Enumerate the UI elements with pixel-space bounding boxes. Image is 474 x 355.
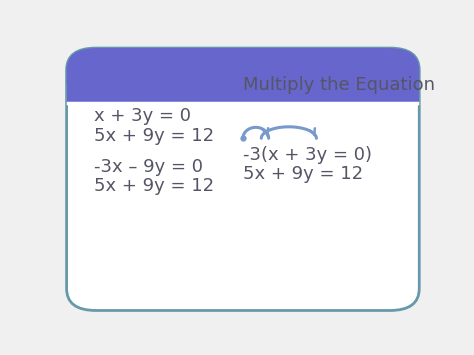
Text: 5x + 9y = 12: 5x + 9y = 12 [243,165,363,183]
Text: Multiply the Equation: Multiply the Equation [243,76,435,94]
Text: 5x + 9y = 12: 5x + 9y = 12 [94,177,214,195]
Bar [66,75,419,103]
Text: 5x + 9y = 12: 5x + 9y = 12 [94,126,214,144]
Text: -3(x + 3y = 0): -3(x + 3y = 0) [243,146,372,164]
FancyBboxPatch shape [66,48,419,311]
Text: x + 3y = 0: x + 3y = 0 [94,108,191,125]
FancyBboxPatch shape [66,48,419,103]
Text: -3x – 9y = 0: -3x – 9y = 0 [94,158,203,176]
